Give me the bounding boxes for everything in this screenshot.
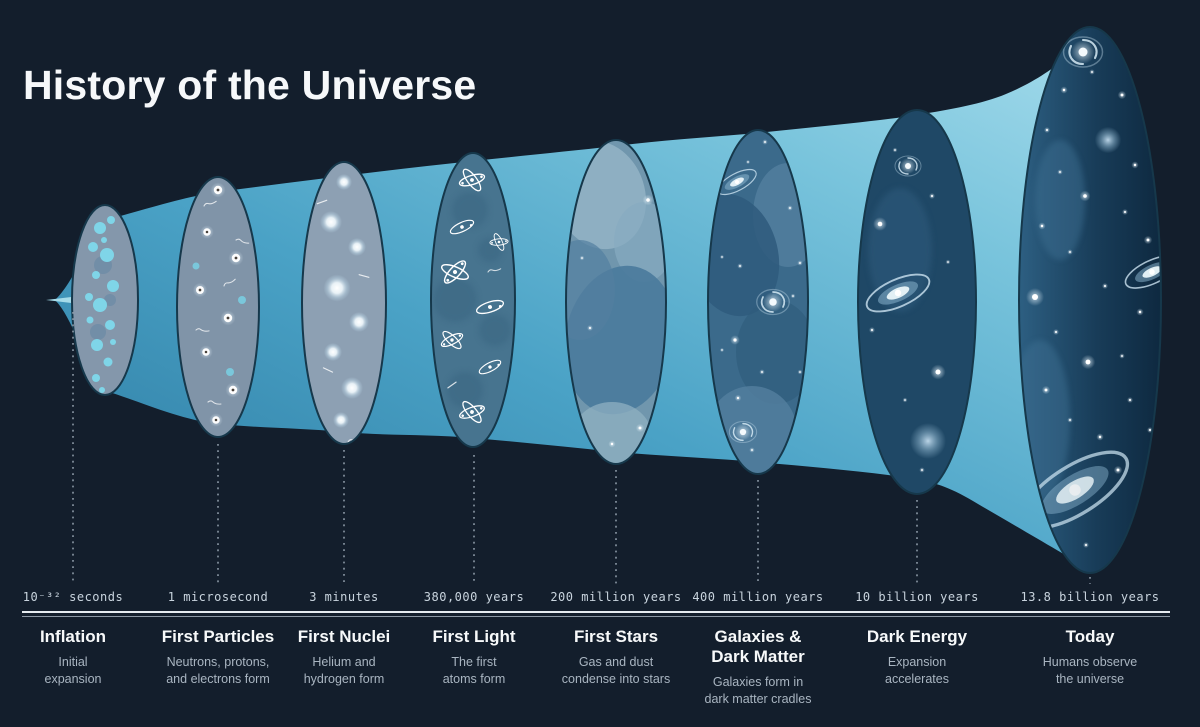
epoch-description: The first atoms form bbox=[442, 655, 506, 686]
epoch-art-inflation bbox=[72, 205, 138, 395]
epoch-time: 10 billion years bbox=[855, 590, 979, 604]
epoch-description: Helium and hydrogen form bbox=[303, 655, 385, 686]
epoch-name: First Particles bbox=[161, 627, 275, 646]
epoch-name: First Light bbox=[432, 627, 516, 646]
epoch-name: Galaxies & Dark Matter bbox=[711, 627, 805, 667]
epoch-time: 10⁻³² seconds bbox=[22, 590, 124, 604]
epoch-description: Neutrons, protons, and electrons form bbox=[166, 655, 270, 686]
epoch-name: First Stars bbox=[573, 627, 659, 646]
epoch-description: Initial expansion bbox=[44, 655, 102, 686]
epoch-column-inflation: 10⁻³² seconds Inflation Initial expansio… bbox=[0, 590, 158, 687]
epoch-column-first-light: 380,000 years First Light The first atom… bbox=[389, 590, 559, 687]
dark-matter-patch-icon bbox=[90, 256, 116, 340]
epoch-description: Galaxies form in dark matter cradles bbox=[704, 675, 812, 706]
page-title: History of the Universe bbox=[23, 62, 477, 108]
epoch-art-galaxies-dark-matter bbox=[708, 130, 808, 474]
epoch-name: First Nuclei bbox=[297, 627, 391, 646]
epoch-art-today bbox=[1019, 27, 1161, 573]
epoch-column-galaxies-dark-matter: 400 million years Galaxies & Dark Matter… bbox=[673, 590, 843, 707]
epoch-art-first-particles bbox=[177, 177, 259, 437]
universe-horn-diagram bbox=[46, 26, 1162, 584]
epoch-description: Gas and dust condense into stars bbox=[561, 655, 671, 686]
epoch-time: 400 million years bbox=[692, 590, 824, 604]
gas-cloud-icon bbox=[566, 140, 666, 464]
epoch-column-today: 13.8 billion years Today Humans observe … bbox=[1005, 590, 1175, 687]
epoch-time: 200 million years bbox=[550, 590, 682, 604]
epoch-description: Humans observe the universe bbox=[1042, 655, 1138, 686]
timeline-connectors bbox=[72, 312, 1091, 584]
epoch-column-first-particles: 1 microsecond First Particles Neutrons, … bbox=[133, 590, 303, 687]
epoch-time: 1 microsecond bbox=[167, 590, 269, 604]
epoch-column-first-stars: 200 million years First Stars Gas and du… bbox=[531, 590, 701, 687]
epoch-name: Today bbox=[1065, 627, 1115, 646]
epoch-time: 380,000 years bbox=[423, 590, 525, 604]
epoch-art-first-light bbox=[431, 153, 515, 447]
epoch-name: Dark Energy bbox=[866, 627, 968, 646]
epoch-name: Inflation bbox=[39, 627, 107, 646]
epoch-art-first-stars bbox=[566, 140, 666, 464]
epoch-description: Expansion accelerates bbox=[885, 655, 949, 686]
timeline-separator bbox=[22, 611, 1170, 617]
epoch-column-dark-energy: 10 billion years Dark Energy Expansion a… bbox=[832, 590, 1002, 687]
epoch-time: 13.8 billion years bbox=[1020, 590, 1160, 604]
epoch-ellipse-outlines bbox=[71, 26, 1162, 574]
epoch-column-first-nuclei: 3 minutes First Nuclei Helium and hydrog… bbox=[259, 590, 429, 687]
photon-dot-icon bbox=[192, 262, 246, 376]
epoch-art-dark-energy bbox=[858, 110, 976, 494]
epoch-art-first-nuclei bbox=[302, 162, 386, 444]
epoch-time: 3 minutes bbox=[309, 590, 379, 604]
quantum-fluctuation-blob-icon bbox=[85, 216, 119, 393]
gas-texture bbox=[433, 192, 511, 408]
